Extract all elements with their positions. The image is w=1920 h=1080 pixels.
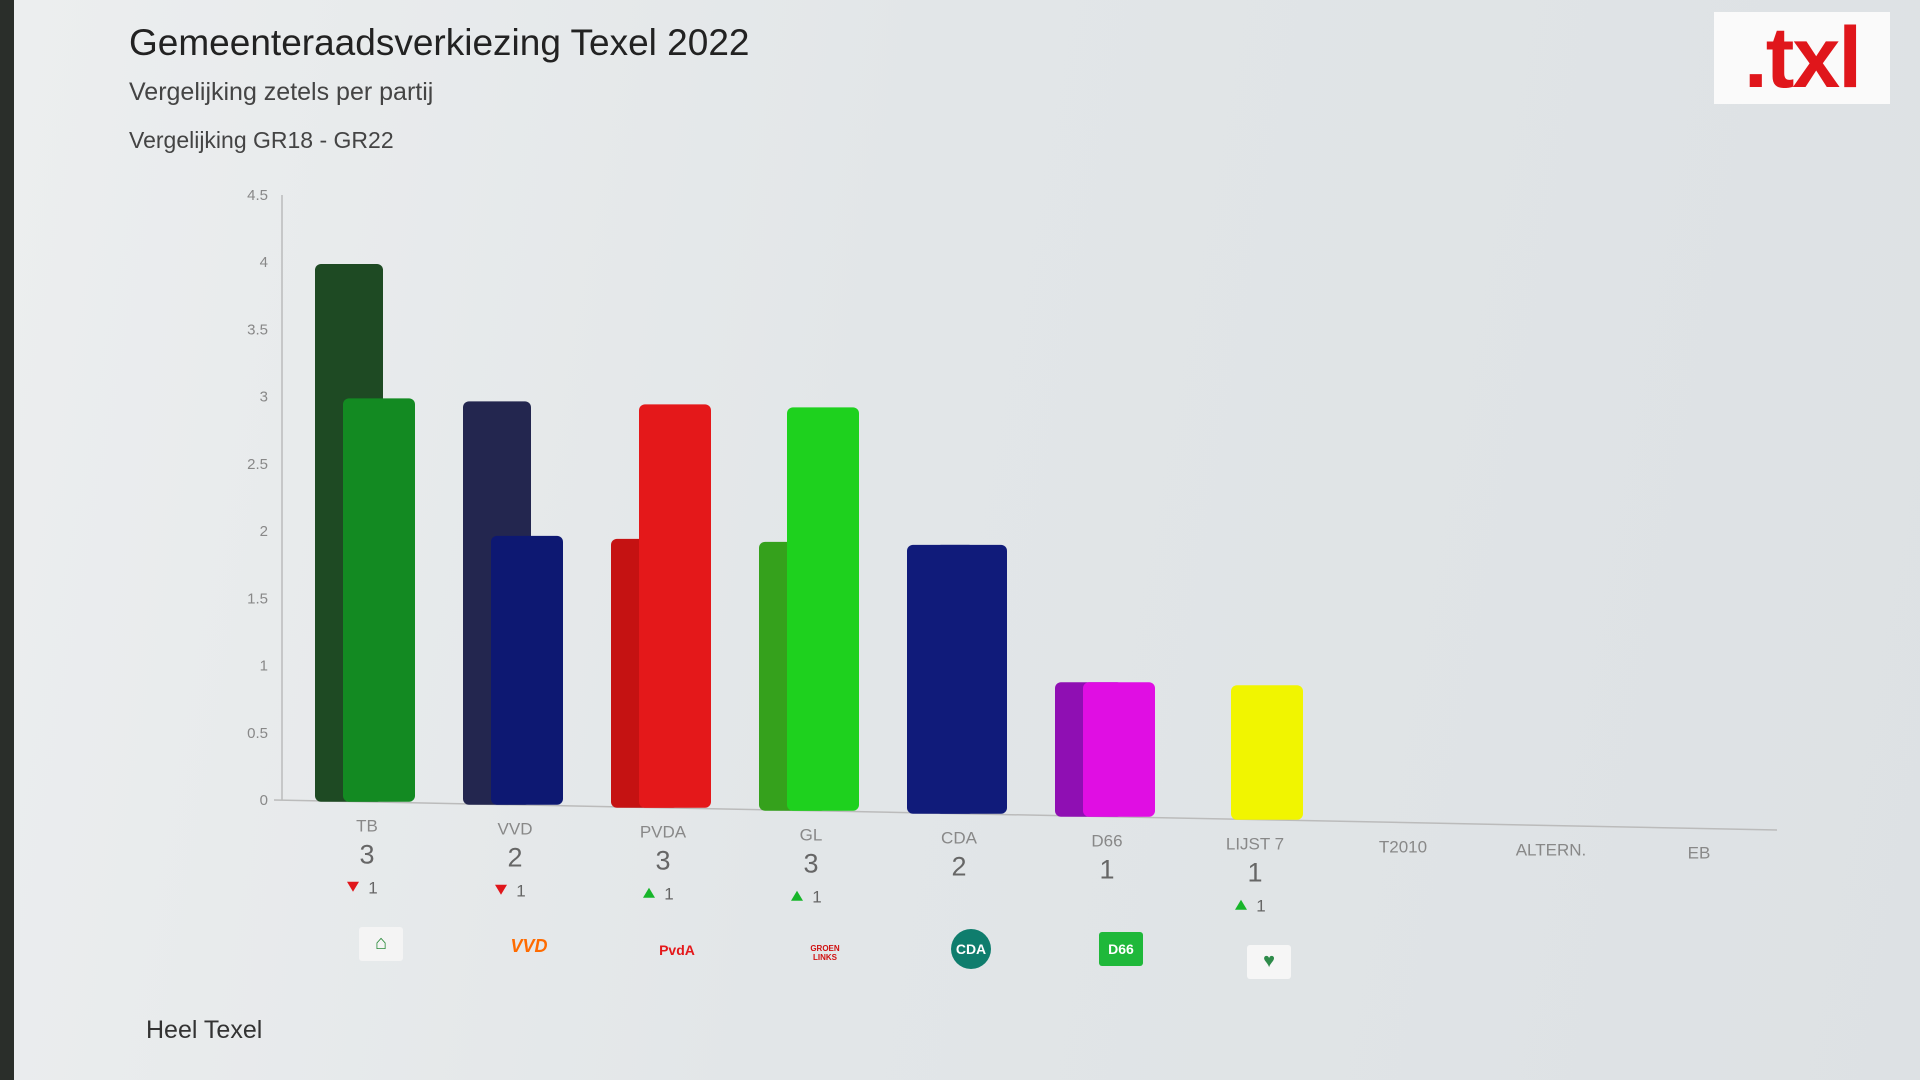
bar-gr22-tb	[343, 398, 415, 802]
d66-logo-icon: D66	[1099, 931, 1143, 966]
y-tick-label: 0.5	[247, 725, 268, 742]
party-label: D66	[1091, 832, 1122, 851]
seat-count-label: 3	[803, 849, 818, 879]
change-arrow-up-icon	[791, 890, 803, 901]
bar-gr22-cda	[935, 544, 1007, 814]
party-label: EB	[1688, 844, 1711, 863]
seats-bar-chart: 0 0.5 1 1.5 2 2.5 3 3.5 4 4.5 TB 3 1 VVD 2 1 PVDA 3 1 GL 3 1 C…	[247, 187, 1778, 916]
y-tick-label: 1	[260, 658, 268, 675]
change-arrow-down-icon	[495, 884, 507, 895]
y-tick-label: 3.5	[247, 321, 268, 338]
y-tick-label: 4.5	[247, 187, 268, 204]
change-amount-label: 1	[1256, 897, 1265, 916]
cda-logo-icon: CDA	[951, 928, 991, 969]
pvda-logo-icon: PvdA	[659, 941, 695, 958]
change-amount-label: 1	[368, 879, 377, 898]
bar-gr22-lijst7	[1231, 685, 1303, 820]
bar-gr22-d66	[1083, 682, 1155, 817]
change-amount-label: 1	[664, 885, 673, 904]
page-title: Gemeenteraadsverkiezing Texel 2022	[129, 22, 750, 63]
y-tick-label: 0	[260, 792, 268, 809]
bar-gr22-pvda	[639, 404, 711, 808]
y-tick-label: 3	[260, 389, 268, 406]
change-amount-label: 1	[812, 888, 821, 907]
change-arrow-up-icon	[643, 887, 655, 898]
lijst7-logo-icon: ♥	[1247, 944, 1291, 979]
page-subtitle: Vergelijking zetels per partij	[129, 78, 434, 106]
seat-count-label: 2	[507, 843, 522, 873]
comparison-label: Vergelijking GR18 - GR22	[129, 127, 394, 153]
bar-gr22-vvd	[491, 535, 563, 805]
change-arrow-down-icon	[347, 881, 359, 892]
party-label: LIJST 7	[1226, 835, 1284, 854]
party-label: VVD	[498, 820, 533, 839]
y-tick-label: 2.5	[247, 456, 268, 473]
presentation-screen: Gemeenteraadsverkiezing Texel 2022 Verge…	[14, 0, 1920, 1080]
party-label: GL	[800, 826, 823, 845]
vvd-logo-icon: VVD	[510, 936, 548, 957]
x-axis	[273, 799, 1778, 831]
y-tick-label: 2	[260, 523, 268, 540]
seat-count-label: 3	[359, 840, 374, 870]
seat-count-label: 2	[951, 852, 966, 882]
change-arrow-up-icon	[1235, 899, 1247, 910]
y-tick-label: 1.5	[247, 590, 268, 607]
party-label: ALTERN.	[1516, 841, 1587, 860]
txl-logo: .txl	[1714, 12, 1890, 104]
texels-belang-logo-icon: ⌂	[359, 926, 403, 961]
seat-count-label: 3	[655, 846, 670, 876]
party-label: T2010	[1379, 838, 1427, 857]
change-amount-label: 1	[516, 882, 525, 901]
area-label: Heel Texel	[146, 1016, 263, 1044]
y-tick-label: 4	[260, 254, 268, 271]
seat-count-label: 1	[1099, 855, 1114, 885]
bar-gr22-gl	[787, 407, 859, 811]
party-label: CDA	[941, 829, 978, 848]
groenlinks-logo-icon: GROEN LINKS	[810, 943, 840, 962]
seat-count-label: 1	[1247, 858, 1262, 888]
party-label: TB	[356, 817, 378, 836]
party-label: PVDA	[640, 823, 687, 842]
